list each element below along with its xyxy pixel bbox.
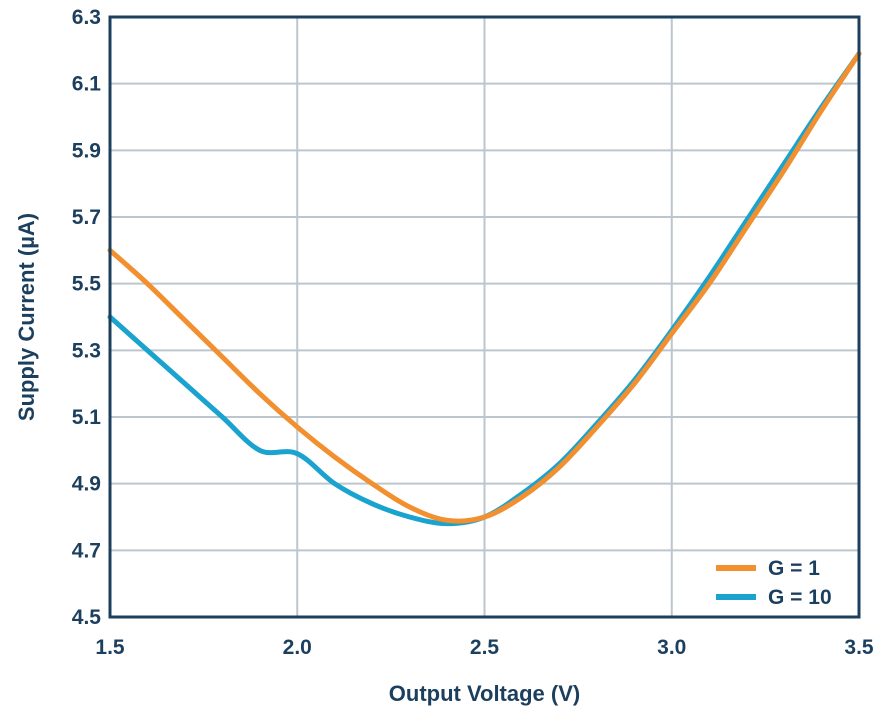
y-axis-title: Supply Current (µA) xyxy=(14,213,39,421)
x-tick-label: 2.5 xyxy=(470,636,500,659)
grid-layer xyxy=(109,16,860,618)
y-tick-label: 5.1 xyxy=(72,406,102,429)
y-tick-labels: 4.5 4.7 4.9 5.1 5.3 5.5 5.7 5.9 6.1 6.3 xyxy=(72,6,102,629)
legend: G = 1 G = 10 xyxy=(716,557,832,609)
x-tick-label: 3.0 xyxy=(657,636,686,659)
x-tick-labels: 1.5 2.0 2.5 3.0 3.5 xyxy=(95,636,874,659)
plot-frame xyxy=(108,15,861,619)
y-tick-label: 4.5 xyxy=(72,606,102,629)
y-tick-label: 5.3 xyxy=(72,339,101,362)
series-layer xyxy=(107,51,862,527)
x-tick-label: 2.0 xyxy=(283,636,312,659)
y-tick-label: 4.7 xyxy=(72,539,101,562)
legend-label-g1: G = 1 xyxy=(768,557,820,580)
y-tick-label: 5.7 xyxy=(72,206,101,229)
x-tick-label: 3.5 xyxy=(844,636,874,659)
series-line-g1 xyxy=(107,51,862,524)
x-tick-label: 1.5 xyxy=(95,636,125,659)
y-tick-label: 6.3 xyxy=(72,6,101,29)
y-tick-label: 5.9 xyxy=(72,139,101,162)
y-tick-label: 4.9 xyxy=(72,473,101,496)
y-tick-label: 6.1 xyxy=(72,73,102,96)
y-tick-label: 5.5 xyxy=(72,273,102,296)
legend-label-g10: G = 10 xyxy=(768,586,832,609)
x-axis-title: Output Voltage (V) xyxy=(389,681,580,706)
